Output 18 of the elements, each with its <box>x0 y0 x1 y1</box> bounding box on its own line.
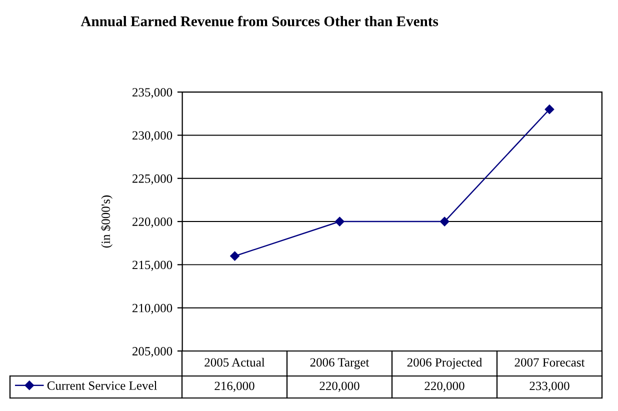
y-tick-label: 230,000 <box>132 131 172 142</box>
legend-label: Current Service Level <box>47 381 157 390</box>
data-label: 233,000 <box>530 382 570 392</box>
data-label: 220,000 <box>320 382 360 392</box>
y-axis-title: (in $000's) <box>100 195 113 248</box>
y-tick-label: 205,000 <box>132 347 172 358</box>
x-tick-label: 2006 Projected <box>407 358 482 370</box>
x-tick-label: 2007 Forecast <box>514 358 585 367</box>
x-tick-label: 2006 Target <box>310 358 370 370</box>
y-tick-label: 225,000 <box>132 174 172 185</box>
y-tick-label: 210,000 <box>132 304 172 314</box>
data-label: 216,000 <box>214 382 254 392</box>
chart-title: Annual Earned Revenue from Sources Other than Events <box>80 16 438 26</box>
y-tick-label: 235,000 <box>132 88 172 98</box>
y-tick-label: 215,000 <box>132 260 172 271</box>
x-tick-label: 2005 Actual <box>204 358 265 367</box>
data-label: 220,000 <box>424 382 464 392</box>
y-tick-label: 220,000 <box>132 218 172 228</box>
